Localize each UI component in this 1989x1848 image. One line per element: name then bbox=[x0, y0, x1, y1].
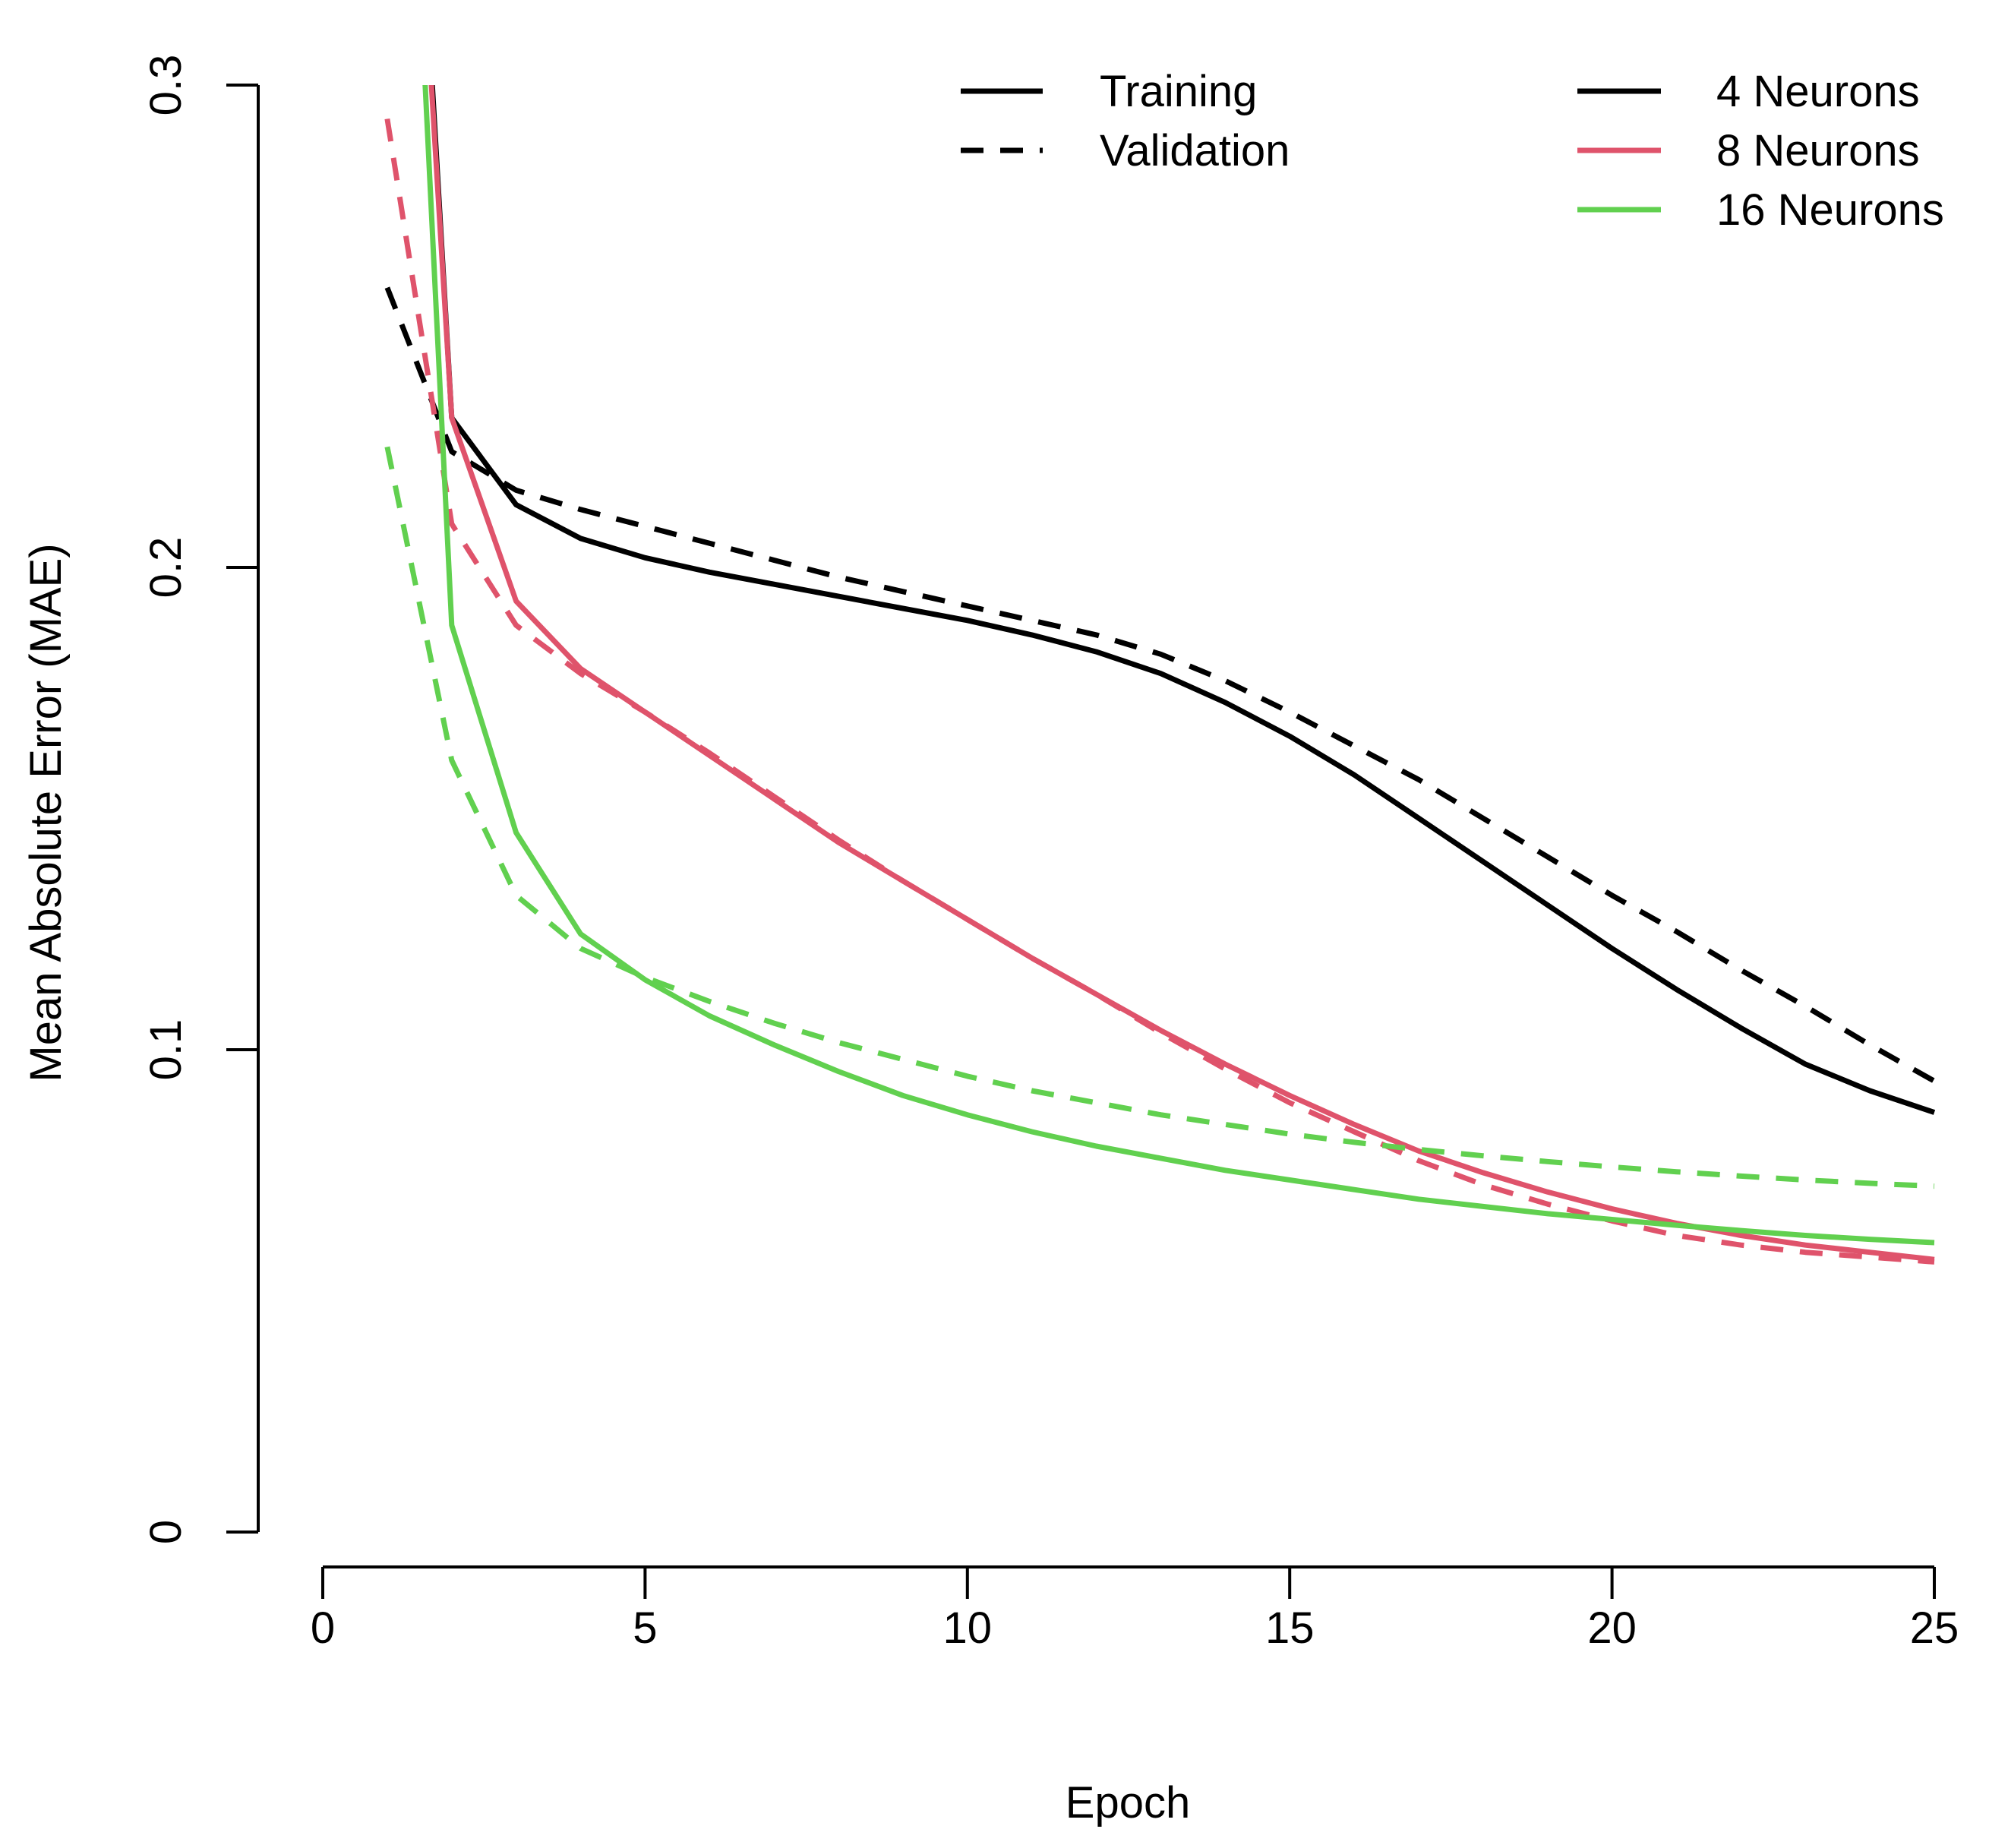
y-tick-label-0: 0 bbox=[141, 1520, 191, 1544]
y-axis: 0 0.1 0.2 0.3 bbox=[141, 55, 260, 1544]
series-line-4-neurons-training bbox=[429, 85, 1936, 1115]
x-tick-label-1: 5 bbox=[633, 1603, 657, 1653]
x-tick-label-2: 10 bbox=[943, 1603, 993, 1653]
x-tick-label-5: 25 bbox=[1910, 1603, 1959, 1653]
y-axis-label: Mean Absolute Error (MAE) bbox=[21, 543, 71, 1082]
y-tick-label-2: 0.2 bbox=[141, 537, 191, 599]
series-line-8-neurons-validation bbox=[384, 118, 1935, 1265]
x-tick-label-4: 20 bbox=[1587, 1603, 1637, 1653]
legend-label-validation: Validation bbox=[1100, 126, 1290, 175]
x-axis: 0 5 10 15 20 25 bbox=[311, 1565, 1959, 1653]
x-tick-label-0: 0 bbox=[311, 1603, 335, 1653]
series-line-4-neurons-validation bbox=[384, 286, 1936, 1084]
legend-label-8-neurons: 8 Neurons bbox=[1716, 126, 1920, 175]
series-line-16-neurons-training bbox=[422, 85, 1935, 1246]
x-axis-label: Epoch bbox=[1066, 1778, 1190, 1827]
legend-color: 4 Neurons 8 Neurons 16 Neurons bbox=[1577, 67, 1944, 235]
series-line-8-neurons-training bbox=[428, 85, 1935, 1262]
legend-label-4-neurons: 4 Neurons bbox=[1716, 67, 1920, 116]
legend-label-16-neurons: 16 Neurons bbox=[1716, 185, 1944, 235]
legend-label-training: Training bbox=[1100, 67, 1257, 116]
y-ticks: 0 0.1 0.2 0.3 bbox=[141, 55, 258, 1544]
legend-linetype: Training Validation bbox=[961, 67, 1290, 175]
series-group bbox=[384, 85, 1936, 1265]
y-tick-label-3: 0.3 bbox=[141, 55, 191, 116]
y-tick-label-1: 0.1 bbox=[141, 1019, 191, 1081]
x-ticks: 0 5 10 15 20 25 bbox=[311, 1567, 1959, 1653]
series-line-16-neurons-validation bbox=[384, 446, 1935, 1189]
x-tick-label-3: 15 bbox=[1265, 1603, 1315, 1653]
